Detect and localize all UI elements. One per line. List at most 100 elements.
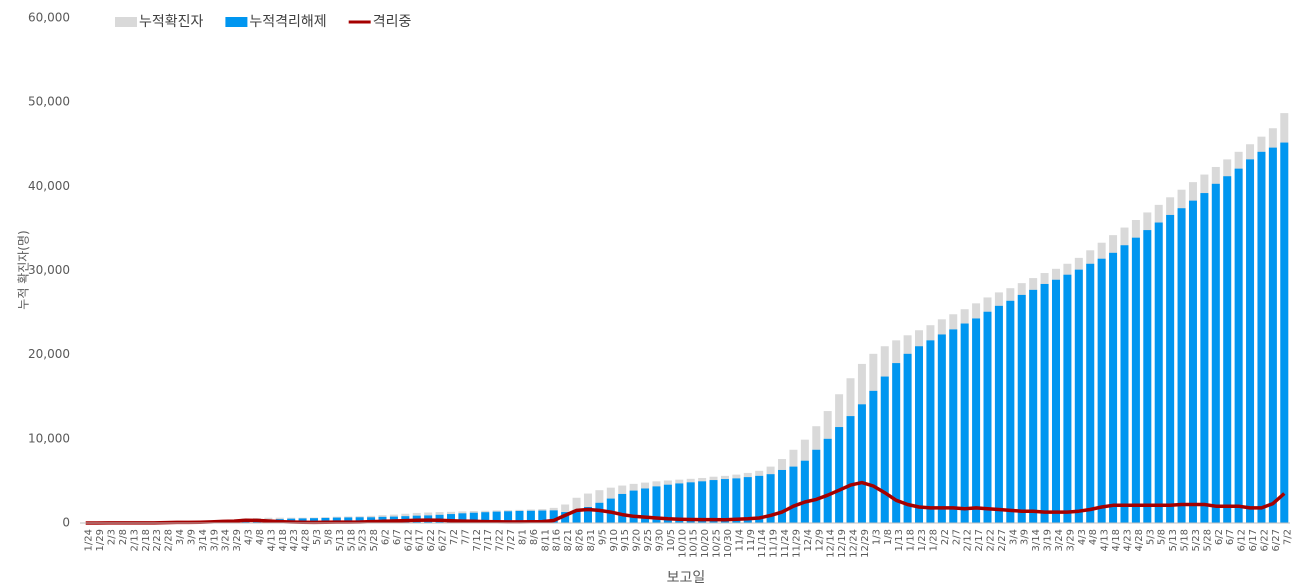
bar xyxy=(1280,142,1289,524)
x-tick-label: 4/23 xyxy=(289,529,300,551)
x-tick-label: 8/26 xyxy=(575,529,586,551)
legend-swatch xyxy=(115,17,137,27)
x-tick-label: 2/7 xyxy=(951,529,962,545)
bar xyxy=(1188,200,1197,523)
y-tick-label: 40,000 xyxy=(28,179,70,193)
bar xyxy=(892,363,901,523)
bar xyxy=(1246,159,1255,523)
x-tick-label: 12/9 xyxy=(814,529,825,551)
x-tick-label: 3/14 xyxy=(198,529,209,551)
x-tick-label: 2/12 xyxy=(963,529,974,551)
x-tick-label: 3/29 xyxy=(1065,529,1076,551)
bar xyxy=(1211,183,1220,523)
x-tick-label: 8/21 xyxy=(563,529,574,551)
bar xyxy=(823,438,832,523)
x-tick-label: 7/2 xyxy=(1282,529,1293,545)
bar xyxy=(344,517,353,523)
x-tick-label: 2/27 xyxy=(997,529,1008,551)
bar xyxy=(1257,151,1266,523)
x-tick-label: 1/3 xyxy=(871,529,882,545)
x-tick-label: 1/29 xyxy=(95,529,106,551)
y-axis-title: 누적 확진자(명) xyxy=(17,230,31,309)
x-tick-label: 5/28 xyxy=(369,529,380,551)
x-tick-label: 9/15 xyxy=(620,529,631,551)
bar xyxy=(1051,279,1060,523)
bar xyxy=(1154,222,1163,523)
x-tick-label: 7/22 xyxy=(495,529,506,551)
bar xyxy=(572,510,581,523)
bar xyxy=(618,493,627,523)
x-tick-label: 6/22 xyxy=(1259,529,1270,551)
bar xyxy=(1177,208,1186,523)
x-tick-label: 3/9 xyxy=(1020,529,1031,545)
bar xyxy=(846,416,855,523)
x-tick-label: 1/13 xyxy=(894,529,905,551)
x-tick-label: 2/22 xyxy=(986,529,997,551)
x-tick-label: 3/19 xyxy=(209,529,220,551)
x-tick-label: 2/23 xyxy=(152,529,163,551)
x-tick-label: 2/18 xyxy=(141,529,152,551)
bar xyxy=(800,460,809,523)
bar xyxy=(1131,237,1140,524)
x-tick-label: 6/7 xyxy=(392,529,403,545)
x-tick-label: 4/23 xyxy=(1122,529,1133,551)
x-tick-label: 2/3 xyxy=(107,529,118,545)
x-tick-label: 5/23 xyxy=(358,529,369,551)
bar xyxy=(743,477,752,523)
x-tick-label: 2/28 xyxy=(164,529,175,551)
y-tick-label: 0 xyxy=(62,516,70,530)
bar xyxy=(663,484,672,523)
x-tick-label: 8/16 xyxy=(552,529,563,551)
x-tick-label: 11/19 xyxy=(769,529,780,558)
x-tick-label: 4/28 xyxy=(301,529,312,551)
x-tick-label: 3/29 xyxy=(232,529,243,551)
x-tick-label: 8/11 xyxy=(540,529,551,551)
bar xyxy=(549,510,558,523)
x-tick-label: 5/8 xyxy=(323,529,334,545)
x-tick-label: 4/3 xyxy=(244,529,255,545)
bar xyxy=(709,480,718,523)
bar xyxy=(1200,193,1209,524)
x-tick-label: 2/2 xyxy=(940,529,951,545)
bar xyxy=(812,449,821,523)
x-tick-label: 6/17 xyxy=(415,529,426,551)
x-tick-label: 4/8 xyxy=(255,529,266,545)
x-tick-label: 3/4 xyxy=(175,529,186,545)
x-tick-label: 4/13 xyxy=(1100,529,1111,551)
x-tick-label: 4/13 xyxy=(266,529,277,551)
x-tick-label: 7/12 xyxy=(472,529,483,551)
bar xyxy=(1109,252,1118,523)
x-tick-label: 6/2 xyxy=(381,529,392,545)
bar xyxy=(538,510,547,523)
bar xyxy=(732,478,741,523)
y-tick-label: 10,000 xyxy=(28,431,70,445)
x-tick-label: 11/29 xyxy=(791,529,802,558)
x-tick-label: 6/27 xyxy=(438,529,449,551)
bar xyxy=(458,513,467,523)
bar xyxy=(983,311,992,523)
bar xyxy=(857,404,866,523)
bar xyxy=(1006,300,1015,523)
bar xyxy=(481,512,490,523)
x-tick-label: 4/28 xyxy=(1134,529,1145,551)
x-tick-label: 5/13 xyxy=(1168,529,1179,551)
bar xyxy=(926,340,935,523)
legend-swatch xyxy=(225,17,248,27)
bar xyxy=(937,334,946,523)
bar xyxy=(241,521,250,523)
x-tick-label: 5/8 xyxy=(1157,529,1168,545)
bar xyxy=(766,474,775,523)
y-tick-label: 60,000 xyxy=(28,11,70,25)
bar xyxy=(652,486,661,523)
bar xyxy=(1143,230,1152,523)
bar xyxy=(675,483,684,523)
x-tick-label: 3/24 xyxy=(1054,529,1065,551)
x-tick-label: 1/28 xyxy=(928,529,939,551)
x-tick-label: 1/8 xyxy=(883,529,894,545)
x-tick-label: 6/2 xyxy=(1214,529,1225,545)
bar xyxy=(1223,176,1232,523)
x-tick-label: 11/24 xyxy=(780,529,791,558)
x-tick-label: 9/20 xyxy=(632,529,643,551)
bar xyxy=(1234,168,1243,524)
